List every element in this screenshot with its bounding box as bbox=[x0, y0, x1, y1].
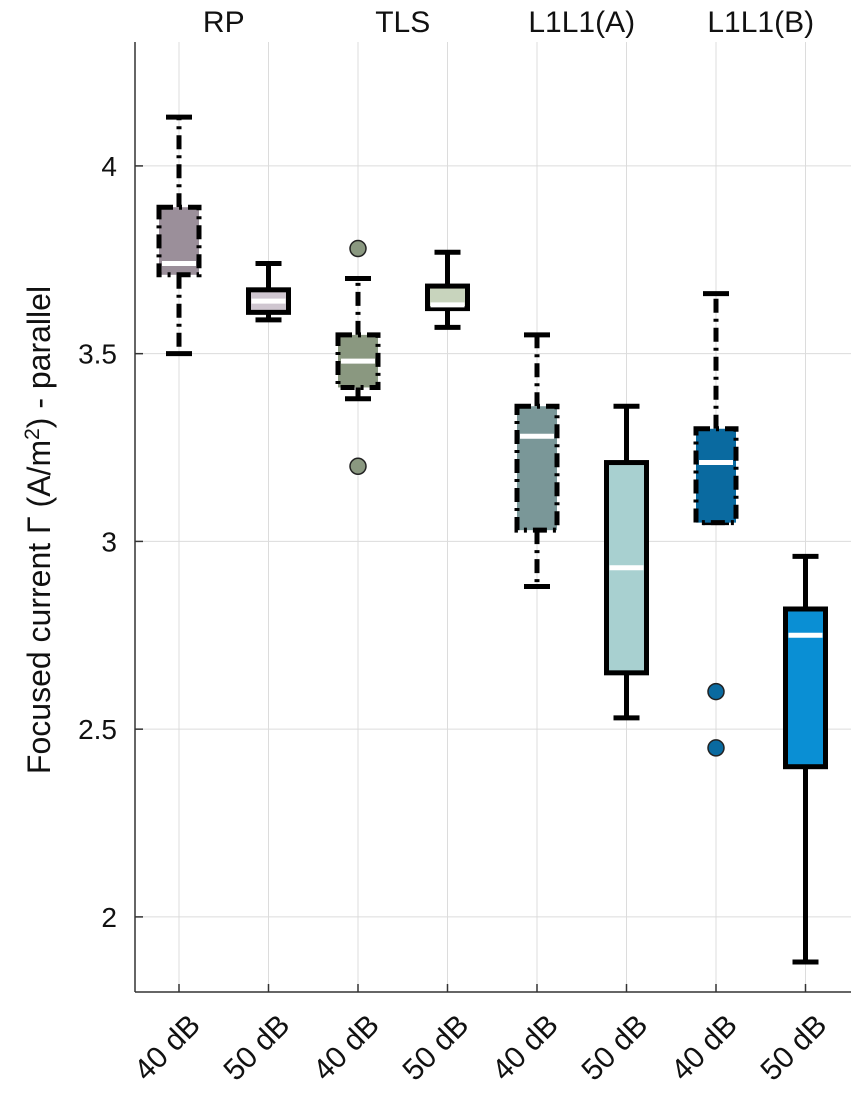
x-tick-label: 40 dB bbox=[307, 1008, 386, 1087]
x-tick-label: 50 dB bbox=[576, 1008, 655, 1087]
group-label: RP bbox=[203, 6, 245, 39]
box-body bbox=[693, 426, 739, 526]
x-tick-label: 40 dB bbox=[486, 1008, 565, 1087]
box-2 bbox=[335, 239, 381, 476]
outlier-point bbox=[349, 239, 367, 258]
x-tick-labels: 40 dB 50 dB 40 dB 50 dB 40 dB 50 dB 40 dB 50 dB bbox=[128, 1008, 833, 1087]
group-label: L1L1(B) bbox=[707, 6, 814, 39]
axes bbox=[134, 42, 851, 993]
box-body bbox=[783, 606, 828, 770]
y-tick-labels: 2 2.5 3 3.5 4 bbox=[78, 151, 117, 933]
boxes bbox=[156, 114, 828, 965]
box-5 bbox=[604, 403, 649, 721]
outlier-point bbox=[707, 739, 725, 757]
y-tick-label: 3.5 bbox=[78, 339, 117, 370]
box-3 bbox=[425, 249, 470, 330]
box-6 bbox=[693, 291, 739, 757]
y-tick-label: 2.5 bbox=[78, 714, 117, 745]
outlier-point bbox=[707, 682, 725, 701]
box-4 bbox=[514, 332, 560, 589]
y-axis-label: Focused current Γ (A/m2) - parallel bbox=[21, 286, 58, 774]
x-tick-label: 50 dB bbox=[218, 1008, 297, 1087]
y-tick-label: 2 bbox=[101, 902, 117, 933]
group-label: L1L1(A) bbox=[528, 6, 635, 39]
box-1 bbox=[246, 261, 291, 323]
y-axis-label-main: Focused current Γ (A/m bbox=[21, 440, 57, 774]
y-axis-label-sup: 2 bbox=[21, 428, 44, 440]
box-0 bbox=[156, 114, 202, 357]
box-body bbox=[514, 403, 560, 533]
grid-lines bbox=[135, 42, 851, 992]
y-axis-label-tail: ) - parallel bbox=[21, 286, 57, 428]
x-tick-label: 40 dB bbox=[128, 1008, 207, 1087]
group-label: TLS bbox=[375, 6, 430, 39]
x-tick-label: 50 dB bbox=[397, 1008, 476, 1087]
x-tick-label: 50 dB bbox=[755, 1008, 834, 1087]
box-7 bbox=[783, 553, 828, 965]
x-tick-label: 40 dB bbox=[665, 1008, 744, 1087]
y-tick-label: 4 bbox=[101, 151, 117, 182]
outlier-point bbox=[349, 457, 367, 476]
y-tick-label: 3 bbox=[101, 526, 117, 557]
group-labels: RP TLS L1L1(A) L1L1(B) bbox=[203, 6, 814, 39]
